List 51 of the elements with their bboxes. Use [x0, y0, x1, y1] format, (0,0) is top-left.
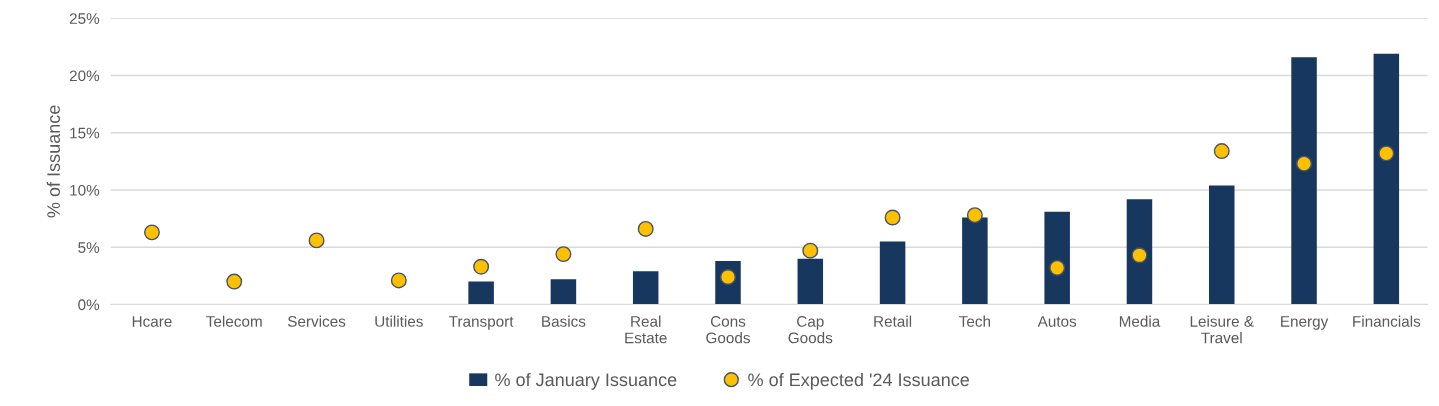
x-tick-label: Cap Goods	[788, 316, 833, 344]
bar	[1044, 211, 1070, 305]
point	[555, 246, 572, 263]
point	[966, 207, 983, 224]
x-tick-label: Media	[1119, 315, 1161, 327]
point	[1049, 259, 1066, 276]
y-axis-title: % of Issuance	[46, 105, 60, 218]
point	[143, 224, 160, 241]
legend-label: % of Expected '24 Issuance	[748, 372, 969, 390]
x-tick-label: Leisure & Travel	[1190, 315, 1254, 344]
x-tick-label: Services	[287, 315, 346, 327]
x-tick-label: Basics	[542, 315, 586, 327]
x-tick-label: Financials	[1353, 315, 1421, 327]
point	[1131, 247, 1148, 264]
bar	[879, 241, 906, 305]
point	[637, 220, 654, 237]
x-tick-label: Energy	[1281, 316, 1329, 330]
point	[884, 209, 901, 226]
point	[308, 232, 325, 249]
bar	[1373, 53, 1400, 305]
x-tick-label: Hcare	[132, 316, 172, 327]
point	[390, 272, 407, 289]
bar	[1126, 199, 1153, 305]
bar	[962, 217, 988, 305]
y-tick-label: 5%	[78, 242, 100, 253]
bar	[797, 258, 824, 305]
y-tick-label: 20%	[69, 70, 100, 82]
y-tick-label: 15%	[70, 127, 100, 139]
x-tick-label: Cons Goods	[706, 316, 750, 344]
x-tick-label: Utilities	[375, 315, 423, 327]
bar	[468, 281, 494, 305]
legend-label: % of January Issuance	[495, 372, 677, 390]
point	[226, 273, 243, 290]
point	[1213, 143, 1230, 160]
x-tick-label: Telecom	[206, 315, 262, 327]
bar	[1209, 185, 1235, 305]
y-tick-label: 10%	[70, 184, 100, 196]
bar	[1291, 57, 1317, 305]
bar	[550, 279, 577, 305]
x-tick-label: Real Estate	[625, 315, 667, 344]
point	[473, 258, 490, 275]
x-tick-label: Retail	[874, 315, 912, 327]
point	[802, 242, 819, 259]
x-tick-label: Transport	[449, 316, 514, 330]
y-tick-label: 25%	[69, 13, 100, 24]
point	[1378, 145, 1395, 162]
x-tick-label: Autos	[1037, 316, 1077, 327]
bar	[632, 271, 659, 305]
point	[1296, 155, 1313, 172]
y-tick-label: 0%	[78, 299, 100, 311]
x-tick-label: Tech	[959, 315, 991, 327]
